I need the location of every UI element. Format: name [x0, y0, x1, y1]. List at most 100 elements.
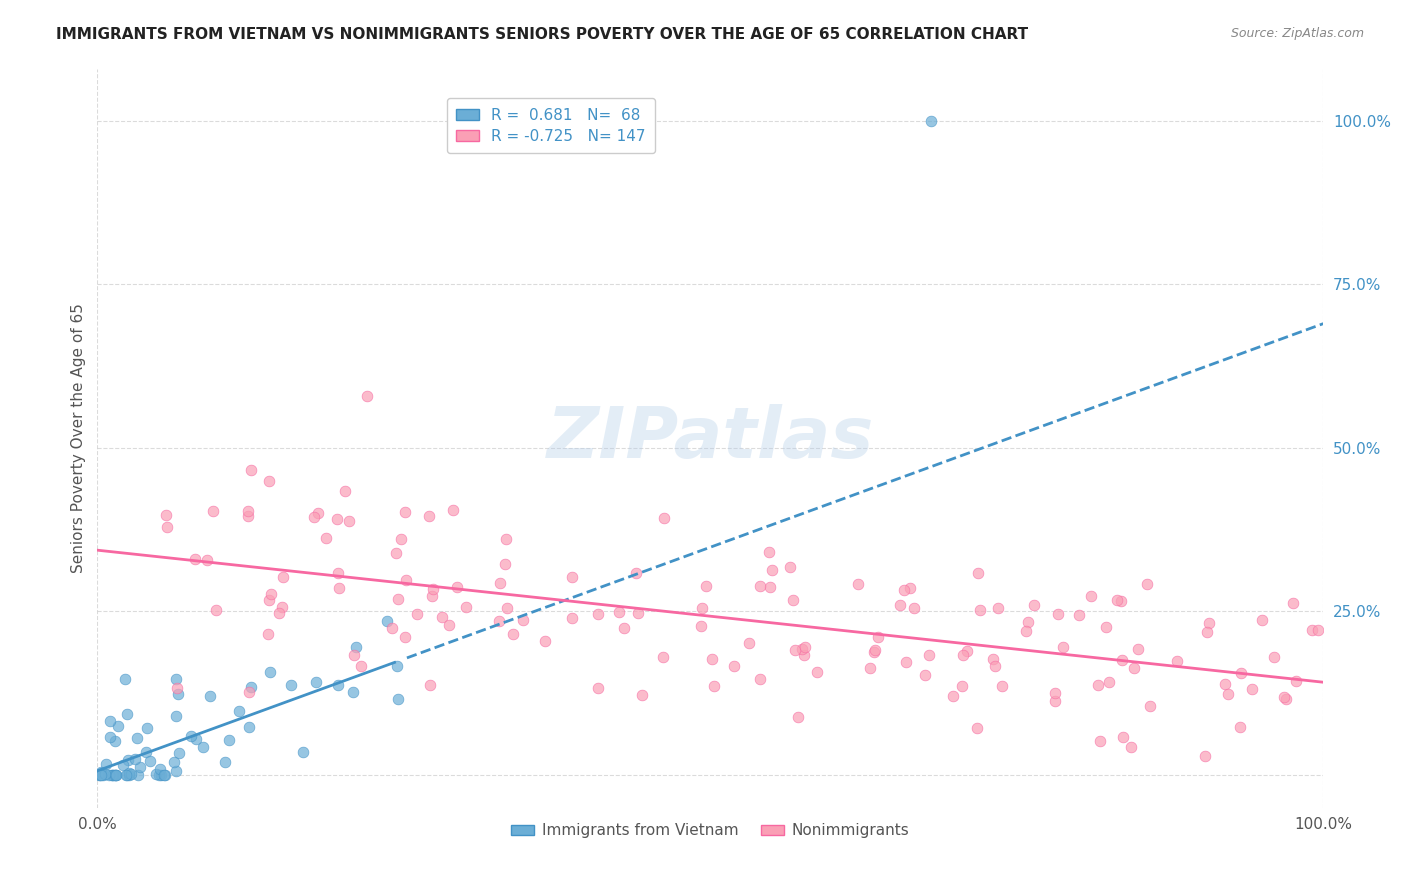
Point: [1195, 624, 1218, 639]
Point: [441, 503, 464, 517]
Point: [1218, 687, 1240, 701]
Point: [125, 731, 148, 745]
Point: [561, 611, 583, 625]
Point: [180, 729, 202, 743]
Point: [259, 592, 281, 607]
Point: [1123, 661, 1146, 675]
Point: [779, 559, 801, 574]
Point: [894, 655, 917, 669]
Point: [863, 643, 886, 657]
Point: [950, 679, 973, 693]
Point: [342, 685, 364, 699]
Point: [305, 675, 328, 690]
Point: [105, 768, 128, 782]
Point: [238, 685, 260, 699]
Point: [1275, 692, 1298, 706]
Point: [238, 720, 260, 734]
Point: [1112, 730, 1135, 744]
Point: [981, 652, 1004, 666]
Point: [1087, 678, 1109, 692]
Point: [759, 580, 782, 594]
Point: [586, 681, 609, 696]
Point: [218, 733, 240, 747]
Point: [1015, 624, 1038, 638]
Point: [256, 627, 278, 641]
Point: [1017, 615, 1039, 629]
Point: [150, 768, 173, 782]
Point: [90, 765, 112, 780]
Point: [385, 546, 408, 560]
Point: [163, 755, 186, 769]
Point: [868, 631, 890, 645]
Point: [326, 678, 349, 692]
Point: [489, 575, 512, 590]
Point: [236, 509, 259, 524]
Point: [1301, 623, 1323, 637]
Point: [124, 752, 146, 766]
Point: [385, 658, 408, 673]
Point: [101, 768, 124, 782]
Point: [115, 707, 138, 722]
Point: [703, 679, 725, 693]
Point: [343, 648, 366, 662]
Point: [149, 762, 172, 776]
Point: [114, 768, 136, 782]
Point: [652, 510, 675, 524]
Point: [112, 757, 135, 772]
Point: [984, 658, 1007, 673]
Point: [89, 768, 111, 782]
Point: [1067, 607, 1090, 622]
Point: [1105, 593, 1128, 607]
Point: [103, 768, 125, 782]
Point: [651, 649, 673, 664]
Point: [337, 514, 360, 528]
Point: [115, 768, 138, 782]
Point: [1109, 594, 1132, 608]
Point: [96, 756, 118, 771]
Point: [155, 768, 177, 782]
Point: [91, 765, 114, 780]
Point: [1045, 685, 1067, 699]
Point: [228, 704, 250, 718]
Point: [917, 648, 939, 662]
Point: [627, 607, 650, 621]
Point: [793, 648, 815, 662]
Point: [432, 609, 454, 624]
Point: [969, 603, 991, 617]
Point: [586, 607, 609, 621]
Point: [488, 615, 510, 629]
Y-axis label: Seniors Poverty Over the Age of 65: Seniors Poverty Over the Age of 65: [72, 303, 86, 573]
Point: [761, 563, 783, 577]
Point: [624, 566, 647, 580]
Point: [127, 768, 149, 782]
Point: [239, 680, 262, 694]
Point: [758, 545, 780, 559]
Point: [155, 508, 177, 522]
Point: [136, 721, 159, 735]
Point: [395, 573, 418, 587]
Point: [202, 504, 225, 518]
Point: [128, 759, 150, 773]
Point: [1043, 694, 1066, 708]
Point: [328, 581, 350, 595]
Point: [787, 710, 810, 724]
Point: [790, 642, 813, 657]
Point: [987, 600, 1010, 615]
Point: [1306, 624, 1329, 638]
Point: [723, 659, 745, 673]
Text: Source: ZipAtlas.com: Source: ZipAtlas.com: [1230, 27, 1364, 40]
Point: [689, 618, 711, 632]
Point: [695, 578, 717, 592]
Point: [356, 389, 378, 403]
Point: [135, 745, 157, 759]
Point: [1095, 620, 1118, 634]
Point: [145, 767, 167, 781]
Point: [1047, 607, 1070, 622]
Point: [165, 672, 187, 686]
Point: [1022, 599, 1045, 613]
Point: [394, 505, 416, 519]
Point: [307, 507, 329, 521]
Point: [1229, 720, 1251, 734]
Point: [94, 767, 117, 781]
Point: [631, 688, 654, 702]
